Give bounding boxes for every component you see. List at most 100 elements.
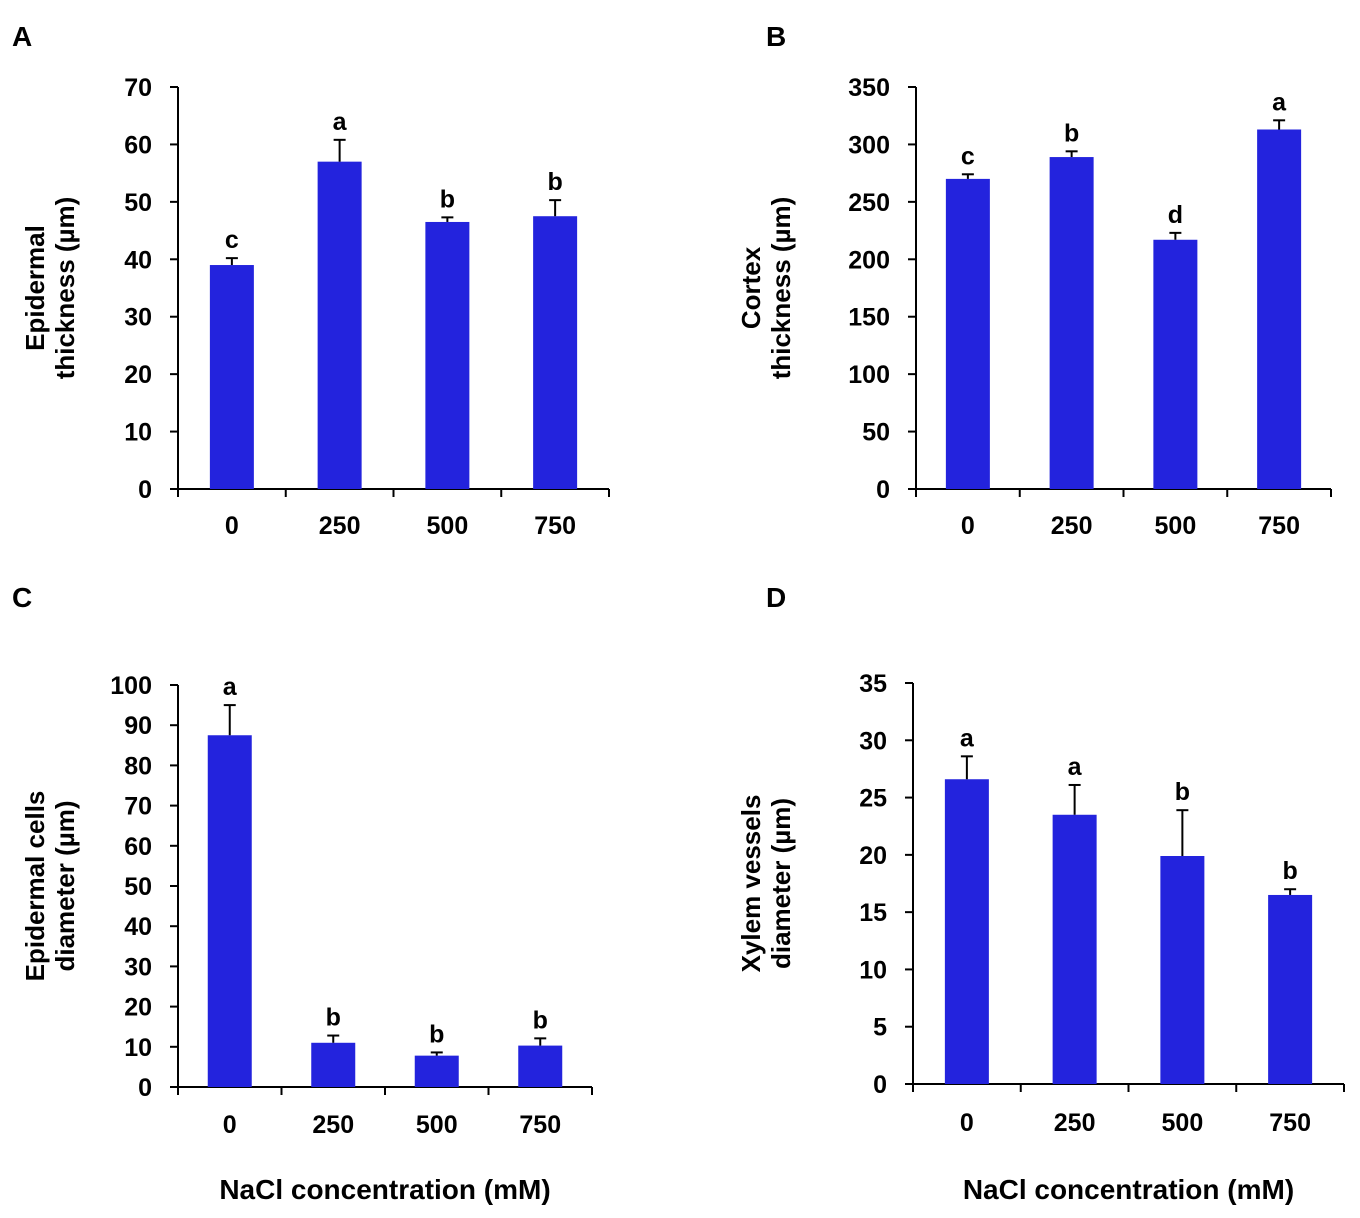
y-tick-label: 0 [873,1071,887,1099]
x-tick-label: 250 [319,512,361,540]
y-tick-label: 50 [124,189,152,217]
x-axis-title: NaCl concentration (mM) [219,1174,550,1205]
y-tick-label: 90 [124,712,152,740]
y-tick-label: 60 [124,833,152,861]
y-axis-title-line: Epidermal cells [20,791,50,982]
x-tick-label: 0 [225,512,239,540]
x-tick-label: 0 [960,1109,974,1137]
y-tick-label: 350 [848,74,890,102]
y-tick-label: 0 [138,476,152,504]
bar [414,1055,459,1087]
y-tick-label: 40 [124,246,152,274]
x-axis-title: NaCl concentration (mM) [963,1174,1294,1205]
bar [1268,894,1313,1084]
y-axis-title-line: thickness (µm) [50,197,80,380]
bar [533,216,578,489]
bar [207,735,252,1087]
y-axis-title: Cortexthickness (µm) [736,197,796,380]
y-axis-title-line: Epidermal [20,225,50,351]
significance-letter: b [326,1004,341,1032]
bar [1160,856,1205,1084]
y-tick-label: 100 [110,672,152,700]
y-tick-label: 70 [124,74,152,102]
y-tick-label: 100 [848,361,890,389]
y-tick-label: 150 [848,304,890,332]
y-axis-title: Epidermal cellsdiameter (µm) [20,791,80,982]
y-tick-label: 5 [873,1014,887,1042]
y-tick-label: 15 [859,899,887,927]
bar [209,265,254,489]
significance-letter: b [1282,857,1297,885]
y-axis-title-line: diameter (µm) [50,800,80,971]
x-tick-label: 500 [427,512,469,540]
x-tick-label: 250 [312,1111,354,1139]
significance-letter: b [533,1006,548,1034]
significance-letter: a [960,724,975,752]
y-tick-label: 30 [859,727,887,755]
significance-letter: a [333,108,348,136]
x-tick-label: 0 [223,1111,237,1139]
y-tick-label: 250 [848,189,890,217]
y-tick-label: 20 [859,842,887,870]
y-tick-label: 25 [859,785,887,813]
y-axis-title-line: thickness (µm) [766,197,796,380]
bar [1052,814,1097,1084]
significance-letter: c [225,226,239,254]
chart-panel-a: A 0 10 20 30 40 50 60 70 Epidermalthickness (µm) c… [12,21,610,540]
x-tick-label: 250 [1051,512,1093,540]
significance-letter: c [961,142,975,170]
x-tick-label: 250 [1054,1109,1096,1137]
panel-letter: D [766,582,786,613]
significance-letter: a [223,673,238,701]
bar [945,178,990,489]
significance-letter: b [547,168,562,196]
bar [311,1042,356,1087]
panel-letter: B [766,21,786,52]
significance-letter: b [440,185,455,213]
panel-letter: A [12,21,32,52]
y-tick-label: 300 [848,131,890,159]
x-tick-label: 0 [961,512,975,540]
y-tick-label: 80 [124,752,152,780]
x-tick-label: 750 [1269,1109,1311,1137]
significance-letter: b [1175,778,1190,806]
y-tick-label: 0 [138,1074,152,1102]
y-tick-label: 10 [124,419,152,447]
y-tick-label: 30 [124,304,152,332]
y-tick-label: 20 [124,361,152,389]
y-tick-label: 10 [859,956,887,984]
significance-letter: a [1272,88,1287,116]
bar [944,779,989,1084]
x-tick-label: 750 [534,512,576,540]
x-tick-label: 500 [1155,512,1197,540]
panel-letter: C [12,582,32,613]
y-tick-label: 200 [848,246,890,274]
significance-letter: b [1064,119,1079,147]
y-tick-label: 70 [124,793,152,821]
y-tick-label: 0 [876,476,890,504]
x-tick-label: 750 [1258,512,1300,540]
y-tick-label: 50 [862,419,890,447]
x-tick-label: 500 [416,1111,458,1139]
y-tick-label: 35 [859,670,887,698]
y-tick-label: 30 [124,953,152,981]
bar [518,1045,563,1087]
y-axis-title-line: Xylem vessels [736,795,766,973]
significance-letter: b [429,1020,444,1048]
y-tick-label: 10 [124,1034,152,1062]
chart-panel-c: C 0 10 20 30 40 50 60 70 80 90 100 Epidermal cellsdi… [12,582,593,1205]
bar [317,161,362,489]
y-axis-title: Epidermalthickness (µm) [20,197,80,380]
y-tick-label: 60 [124,131,152,159]
y-tick-label: 40 [124,913,152,941]
y-axis-title-line: diameter (µm) [766,798,796,969]
chart-panel-d: D 0 5 10 15 20 25 30 35 Xylem vesselsdiameter (µm… [736,582,1345,1205]
bar [425,221,470,489]
significance-letter: d [1168,201,1183,229]
bar [1049,157,1094,489]
significance-letter: a [1068,753,1083,781]
y-axis-title: Xylem vesselsdiameter (µm) [736,795,796,973]
y-tick-label: 20 [124,994,152,1022]
chart-panel-b: B 0 50 100 150 200 250 300 350 Cortexthickness (µ… [736,21,1332,540]
